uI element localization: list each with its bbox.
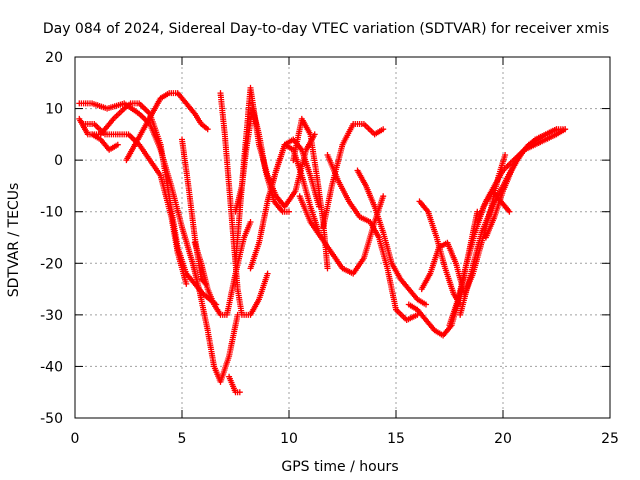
- data-point: [506, 208, 513, 215]
- data-point: [286, 208, 292, 215]
- series-sat-e: [123, 90, 211, 164]
- data-point: [204, 126, 211, 133]
- axis-ticks: 0 5 10 15 20 25 -50 -40 -30 -20 -10 0 10 20: [40, 50, 619, 447]
- data-point: [474, 208, 481, 215]
- series-sat-d: [89, 131, 121, 153]
- data-point: [502, 152, 509, 158]
- series-sat-i: [226, 373, 243, 396]
- chart-title: Day 084 of 2024, Sidereal Day-to-day VTE…: [43, 21, 609, 37]
- data-point: [247, 219, 254, 225]
- y-tick-label: -30: [40, 308, 63, 324]
- series-sat-h: [217, 90, 271, 318]
- y-tick-label: 0: [54, 153, 63, 169]
- plot-frame: [74, 56, 611, 419]
- series-sat-p: [320, 121, 387, 231]
- plot-data: [76, 84, 569, 396]
- data-point: [236, 389, 243, 396]
- x-tick-label: 5: [178, 431, 187, 447]
- y-tick-label: -10: [40, 205, 63, 221]
- data-point: [183, 280, 190, 287]
- y-tick-label: -40: [40, 359, 63, 375]
- grid-lines: [75, 57, 610, 418]
- x-axis-label: GPS time / hours: [281, 459, 398, 475]
- data-point: [553, 126, 560, 133]
- series-sat-q: [324, 152, 421, 323]
- y-tick-label: 10: [45, 102, 63, 118]
- data-point: [423, 301, 429, 308]
- data-point: [380, 193, 387, 200]
- data-point: [562, 126, 569, 133]
- x-tick-label: 0: [71, 431, 80, 447]
- data-point: [324, 265, 331, 272]
- series-sat-n: [290, 115, 331, 272]
- y-axis-label: SDTVAR / TECUs: [6, 183, 22, 298]
- series-sat-c: [80, 121, 190, 287]
- x-tick-label: 10: [280, 431, 298, 447]
- y-tick-label: 20: [45, 50, 63, 66]
- y-tick-label: -50: [40, 411, 63, 427]
- x-tick-label: 15: [387, 431, 405, 447]
- y-tick-label: -20: [40, 256, 63, 272]
- series-sat-b: [76, 100, 220, 308]
- series-sat-r: [354, 167, 429, 308]
- data-point: [380, 126, 387, 133]
- series-sat-y: [482, 126, 560, 241]
- x-tick-label: 20: [494, 431, 512, 447]
- data-point: [114, 141, 121, 148]
- data-point: [264, 270, 271, 277]
- series-sat-x: [474, 126, 569, 225]
- x-tick-label: 25: [601, 431, 619, 447]
- series-sat-s: [416, 198, 464, 308]
- series-sat-o: [296, 193, 387, 277]
